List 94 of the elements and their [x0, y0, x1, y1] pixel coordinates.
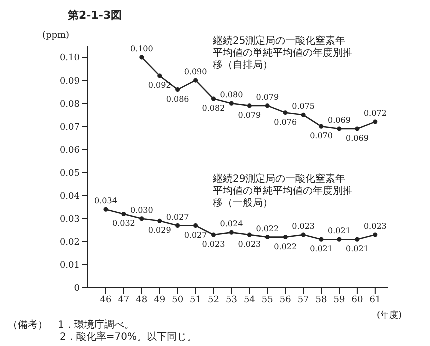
y-tick-label: 0.04	[60, 192, 80, 202]
text: 2．酸化率=70%。以下同じ。	[59, 332, 198, 344]
point	[301, 112, 306, 118]
point	[212, 96, 216, 102]
x-tick-label: 46	[100, 295, 112, 306]
point	[265, 104, 270, 108]
y-tick-label: 0.06	[60, 146, 80, 156]
point	[176, 88, 180, 92]
point	[247, 232, 252, 238]
point	[337, 126, 342, 132]
x-tick-label: 48	[136, 295, 148, 306]
point	[283, 110, 288, 116]
data-label: 0.029	[148, 226, 172, 236]
x-tick-label: 54	[244, 295, 256, 306]
point	[319, 237, 324, 242]
y-tick-label: 0.09	[60, 76, 80, 87]
chart-title: 第2-1-3図	[68, 8, 124, 22]
point	[158, 218, 162, 224]
data-label: 0.022	[256, 224, 280, 234]
x-tick-label: 47	[118, 295, 130, 306]
x-tick-label: 57	[298, 295, 310, 306]
point	[319, 124, 324, 129]
x-axis-title: (年度)	[376, 310, 402, 321]
point	[373, 120, 378, 124]
point	[301, 232, 306, 238]
data-label: 0.030	[130, 206, 154, 215]
x-tick-label: 61	[370, 295, 382, 306]
point	[140, 216, 144, 222]
data-label: 0.023	[292, 222, 316, 231]
point	[104, 207, 108, 212]
point	[194, 224, 198, 228]
point	[373, 232, 378, 238]
point	[176, 224, 180, 228]
data-label: 0.079	[238, 110, 262, 120]
point	[355, 237, 360, 242]
point	[229, 230, 234, 235]
y-tick-label: 0.07	[60, 122, 80, 133]
point	[355, 126, 360, 132]
x-tick-label: 51	[190, 295, 202, 306]
data-label: 0.023	[364, 222, 387, 231]
y-tick-label: 0.05	[60, 168, 80, 179]
point	[122, 212, 126, 216]
data-label: 0.021	[346, 244, 369, 254]
data-label: 0.024	[220, 220, 244, 229]
data-label: 0.021	[310, 244, 333, 254]
data-label: 0.023	[202, 240, 226, 249]
x-tick-label: 56	[280, 295, 292, 306]
x-tick-label: 52	[208, 295, 220, 306]
point	[212, 232, 216, 238]
data-label: 0.027	[166, 212, 190, 222]
data-label: 0.032	[112, 219, 136, 228]
x-tick-label: 55	[262, 295, 274, 306]
y-tick-label: 0.08	[60, 100, 80, 110]
x-tick-label: 53	[226, 295, 238, 306]
y-tick-label: 0.02	[60, 238, 80, 248]
point	[283, 235, 288, 240]
point	[194, 78, 198, 83]
data-label: 0.069	[328, 116, 351, 125]
point	[158, 74, 162, 78]
data-label: 0.027	[184, 230, 208, 240]
data-label: 0.079	[256, 92, 280, 102]
x-tick-label: 50	[172, 295, 184, 306]
data-label: 0.080	[220, 90, 244, 100]
x-tick-label: 49	[154, 295, 166, 306]
x-tick-label: 59	[334, 295, 346, 306]
data-label: 0.034	[94, 196, 118, 206]
data-label: 0.069	[346, 134, 369, 143]
data-label: 0.092	[148, 80, 172, 90]
y-tick-label: 0.01	[60, 261, 80, 272]
point	[247, 104, 252, 108]
point	[265, 235, 270, 240]
series-caption: 継続25測定局の一酸化窒素年平均値の単純平均値の年度別推移（自排局）	[213, 36, 354, 72]
y-tick-label: 0.03	[60, 215, 80, 226]
data-label: 0.022	[274, 242, 298, 252]
data-label: 0.086	[166, 94, 190, 104]
text: （備考） 1．環境庁調べ。	[8, 320, 136, 332]
x-tick-label: 58	[316, 295, 328, 306]
y-axis-title: (ppm)	[42, 31, 70, 41]
point	[140, 55, 144, 60]
point	[229, 101, 234, 106]
y-tick-label: 0.10	[60, 54, 80, 64]
data-label: 0.082	[202, 104, 226, 114]
data-label: 0.021	[328, 226, 351, 236]
data-label: 0.075	[292, 102, 316, 112]
data-label: 0.070	[310, 132, 333, 141]
data-label: 0.023	[238, 240, 262, 249]
point	[337, 237, 342, 242]
data-label: 0.076	[274, 118, 298, 127]
data-label: 0.090	[184, 68, 208, 77]
data-label: 0.072	[364, 109, 387, 118]
y-tick-label: 0	[74, 284, 80, 294]
series-caption: 継続29測定局の一酸化窒素年平均値の単純平均値の年度別推移（一般局）	[213, 174, 354, 210]
x-tick-label: 60	[352, 295, 364, 306]
data-label: 0.100	[130, 44, 154, 54]
